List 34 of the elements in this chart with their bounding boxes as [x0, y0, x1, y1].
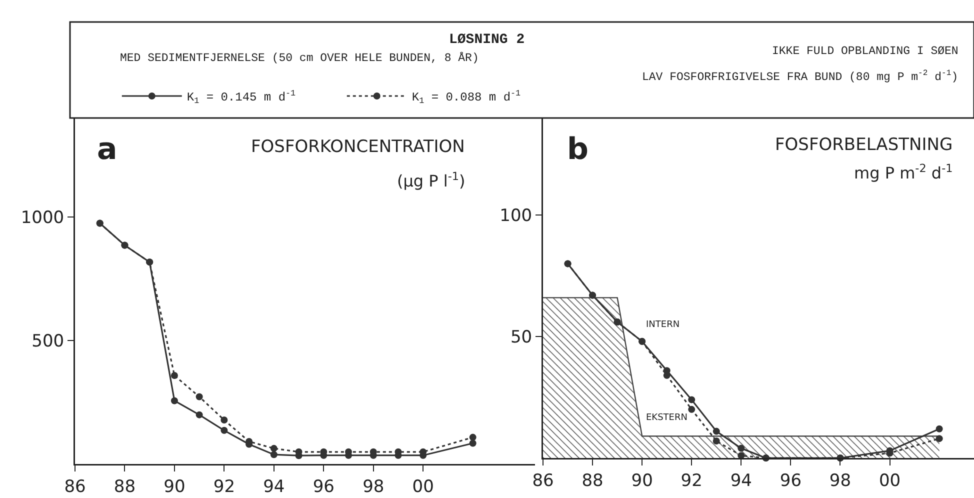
- text: (µg P l$^{-1}$): [397, 170, 466, 191]
- y-tick-label: 1000: [20, 208, 64, 228]
- x-tick-label: 94: [730, 470, 752, 491]
- x-tick-label: 86: [532, 470, 554, 491]
- text: FOSFORKONCENTRATION: [251, 137, 465, 157]
- legend-label: K$_{1}$ = 0.088 m d$^{-1}$: [412, 88, 521, 106]
- x-tick-label: 96: [312, 476, 334, 497]
- x-tick-label: 86: [64, 476, 86, 497]
- x-tick-label: 88: [114, 476, 136, 497]
- text: MED SEDIMENTFJERNELSE (50 cm OVER HELE BUNDEN, 8 ÅR): [120, 51, 479, 65]
- x-tick-label: 88: [582, 470, 604, 491]
- x-tick-label: 92: [680, 470, 702, 491]
- text: mg P m$^{-2}$ d$^{-1}$: [854, 162, 953, 183]
- x-tick-label: 92: [213, 476, 236, 497]
- x-tick-label: 98: [362, 476, 384, 497]
- x-tick-label: 96: [780, 470, 802, 491]
- x-tick-label: 98: [829, 470, 852, 491]
- annotation: b: [567, 132, 588, 167]
- legend-label: K$_{1}$ = 0.145 m d$^{-1}$: [186, 88, 296, 106]
- x-tick-label: 90: [164, 476, 186, 497]
- y-tick-label: 100: [500, 206, 532, 226]
- x-tick-label: 94: [263, 476, 285, 497]
- text: IKKE FULD OPBLANDING I SØEN: [772, 45, 958, 58]
- y-tick-label: 500: [32, 331, 64, 352]
- x-tick-label: 90: [631, 470, 653, 491]
- annotation: INTERN: [646, 320, 680, 330]
- annotation: EKSTERN: [646, 413, 688, 423]
- x-tick-label: 00: [878, 470, 901, 491]
- y-tick-label: 50: [510, 328, 532, 348]
- text: LØSNING 2: [449, 32, 525, 48]
- annotation: a: [97, 132, 118, 167]
- text: LAV FOSFORFRIGIVELSE FRA BUND (80 mg P m$^{-2}$ d$^{-1}$): [642, 69, 958, 84]
- x-tick-label: 00: [412, 476, 434, 497]
- text: FOSFORBELASTNING: [775, 135, 953, 155]
